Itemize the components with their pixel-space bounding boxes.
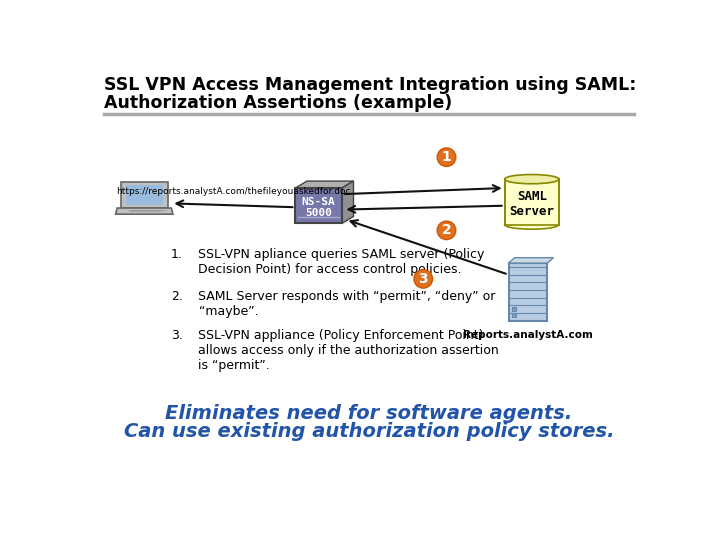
Text: Authorization Assertions (example): Authorization Assertions (example) xyxy=(104,94,452,112)
FancyBboxPatch shape xyxy=(295,188,342,224)
Text: SSL-VPN apliance queries SAML server (Policy
Decision Point) for access control : SSL-VPN apliance queries SAML server (Po… xyxy=(199,248,485,276)
Polygon shape xyxy=(116,208,173,214)
Text: SSL VPN Access Management Integration using SAML:: SSL VPN Access Management Integration us… xyxy=(104,76,636,94)
Text: NS-SA: NS-SA xyxy=(302,197,336,207)
Polygon shape xyxy=(126,185,163,205)
Circle shape xyxy=(437,148,456,166)
Text: SAML
Server: SAML Server xyxy=(509,190,554,218)
Text: Reports.analystA.com: Reports.analystA.com xyxy=(463,330,593,340)
Polygon shape xyxy=(342,181,354,224)
Text: 1.: 1. xyxy=(171,248,183,261)
Ellipse shape xyxy=(505,220,559,229)
Polygon shape xyxy=(121,182,168,208)
Text: 2.: 2. xyxy=(171,291,183,303)
FancyBboxPatch shape xyxy=(512,313,516,317)
Polygon shape xyxy=(295,181,354,188)
Text: SSL-VPN appliance (Policy Enforcement Point)
allows access only if the authoriza: SSL-VPN appliance (Policy Enforcement Po… xyxy=(199,329,499,372)
Polygon shape xyxy=(508,258,554,263)
Text: https://reports.analystA.com/thefileyouaskedfor.doc: https://reports.analystA.com/thefileyoua… xyxy=(116,187,351,195)
Ellipse shape xyxy=(505,174,559,184)
Text: Eliminates need for software agents.: Eliminates need for software agents. xyxy=(166,403,572,423)
FancyBboxPatch shape xyxy=(512,307,516,311)
Circle shape xyxy=(414,269,433,288)
FancyBboxPatch shape xyxy=(505,179,559,225)
Text: Can use existing authorization policy stores.: Can use existing authorization policy st… xyxy=(124,422,614,441)
Text: 1: 1 xyxy=(441,150,451,164)
Text: 3: 3 xyxy=(418,272,428,286)
Text: 5000: 5000 xyxy=(305,208,332,218)
Circle shape xyxy=(437,221,456,240)
Text: SAML Server responds with “permit”, “deny” or
“maybe”.: SAML Server responds with “permit”, “den… xyxy=(199,291,496,319)
Text: 2: 2 xyxy=(441,224,451,238)
Text: 3.: 3. xyxy=(171,329,183,342)
FancyBboxPatch shape xyxy=(508,263,547,321)
